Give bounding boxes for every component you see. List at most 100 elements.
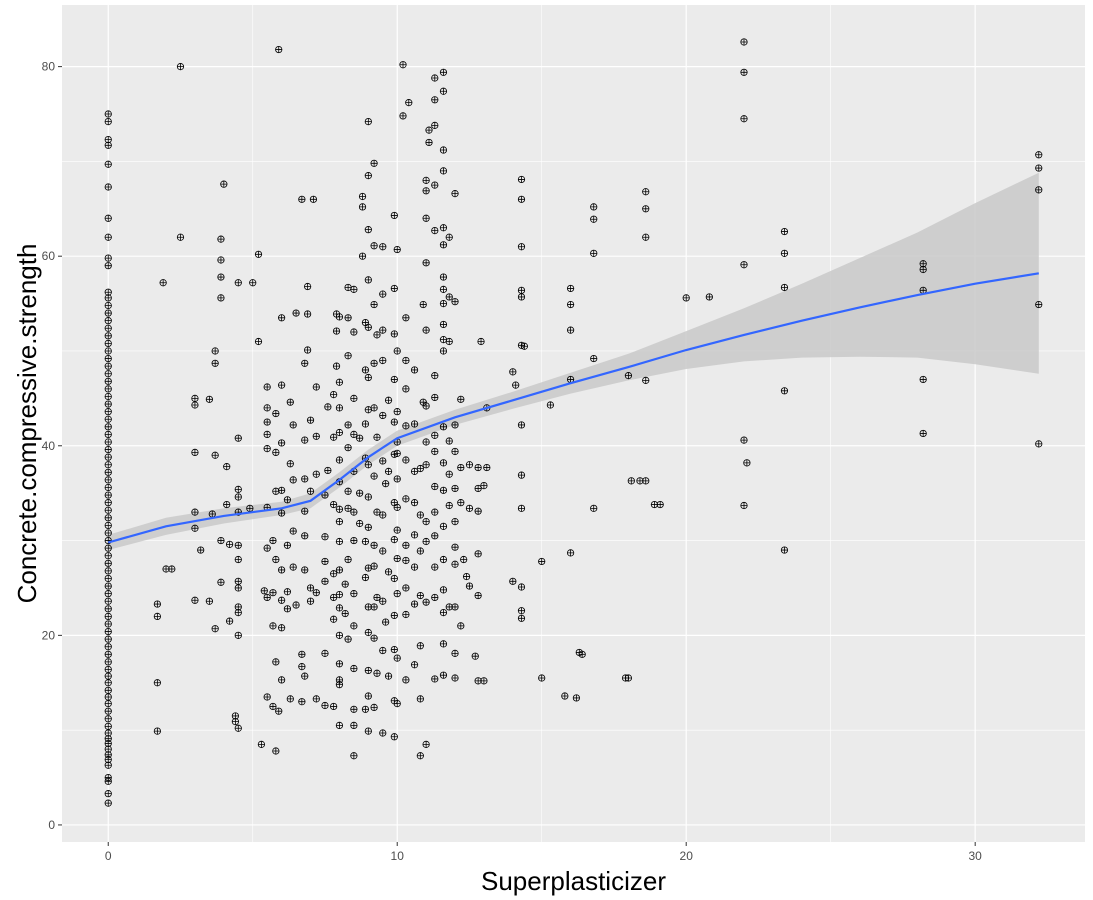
data-point [104, 476, 112, 484]
data-point [402, 495, 410, 503]
data-point [451, 603, 459, 611]
data-point [298, 650, 306, 658]
data-point [191, 401, 199, 409]
data-point [402, 610, 410, 619]
data-point [104, 385, 112, 393]
data-point [439, 87, 448, 95]
data-point [457, 622, 465, 630]
data-point [301, 436, 309, 444]
data-point [382, 618, 390, 626]
data-point [364, 493, 372, 501]
data-point [370, 159, 378, 167]
data-point [422, 438, 430, 446]
data-point [153, 612, 161, 620]
data-point [283, 588, 292, 596]
data-point [390, 418, 398, 426]
data-point [335, 404, 344, 412]
data-point [306, 416, 315, 424]
minor-gridlines [62, 5, 1085, 842]
data-point [422, 518, 430, 526]
data-point [517, 504, 526, 512]
data-point [572, 694, 580, 702]
data-point [642, 188, 650, 196]
data-point [480, 481, 488, 490]
data-point [350, 664, 358, 673]
data-point [321, 577, 329, 585]
data-point [350, 508, 358, 516]
data-point [393, 590, 401, 598]
data-point [422, 214, 430, 222]
data-point [350, 752, 358, 760]
data-point [439, 671, 448, 679]
data-point [364, 276, 372, 284]
data-point [234, 724, 242, 732]
data-point [358, 252, 367, 260]
data-point [104, 700, 112, 708]
data-point [740, 501, 748, 510]
data-point [330, 500, 338, 509]
data-point [474, 463, 482, 472]
data-point [104, 620, 112, 628]
data-point [350, 536, 358, 545]
data-point [104, 552, 112, 560]
data-point [393, 449, 401, 457]
data-point [104, 612, 112, 620]
data-point [234, 434, 242, 442]
data-point [410, 600, 419, 608]
data-point [217, 578, 225, 586]
data-point [272, 747, 280, 755]
data-point [445, 233, 453, 241]
data-point [234, 631, 242, 639]
data-point [309, 195, 318, 203]
data-points [104, 38, 1043, 807]
data-point [350, 328, 358, 336]
data-point [341, 609, 349, 618]
data-point [390, 330, 398, 338]
x-axis-ticks: 0 10 20 30 [105, 842, 982, 863]
data-point [350, 590, 358, 598]
data-point [335, 721, 344, 730]
data-point [740, 38, 748, 46]
data-point [517, 243, 526, 251]
data-point [269, 536, 277, 545]
data-point [104, 453, 112, 461]
data-point [104, 110, 112, 118]
data-point [306, 487, 315, 495]
data-point [590, 215, 598, 223]
data-point [344, 555, 352, 564]
data-point [439, 486, 448, 494]
data-point [104, 370, 112, 378]
data-point [104, 288, 112, 296]
data-point [517, 175, 526, 184]
y-axis-title: Concrete.compressive.strength [12, 244, 42, 604]
data-point [393, 503, 401, 511]
data-point [226, 540, 234, 548]
data-point [364, 727, 372, 735]
data-point [743, 459, 751, 467]
data-point [104, 658, 112, 666]
data-point [780, 249, 789, 257]
data-point [104, 392, 112, 401]
data-point [104, 262, 112, 270]
data-point [370, 603, 378, 611]
data-point [153, 727, 161, 735]
data-point [312, 589, 320, 597]
data-point [104, 773, 112, 782]
data-point [335, 566, 344, 574]
data-point [220, 180, 228, 188]
data-point [431, 675, 439, 683]
data-point [286, 695, 294, 703]
data-point [402, 385, 410, 393]
data-point [462, 572, 471, 581]
data-point [439, 273, 448, 281]
data-point [379, 729, 387, 737]
x-tick-label: 30 [969, 849, 983, 863]
data-point [465, 461, 474, 469]
data-point [104, 354, 112, 363]
data-point [191, 524, 199, 532]
data-point [419, 300, 427, 309]
data-point [104, 332, 112, 340]
data-point [474, 550, 482, 558]
data-point [191, 596, 199, 604]
data-point [384, 396, 393, 404]
